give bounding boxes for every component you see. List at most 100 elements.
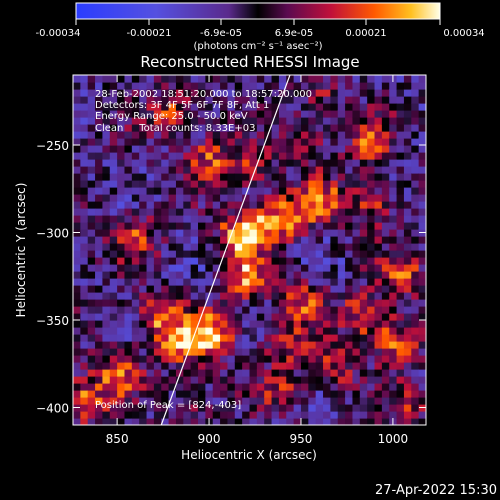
heatmap-cell (337, 383, 346, 391)
heatmap-cell (139, 159, 148, 167)
heatmap-cell (131, 348, 140, 356)
heatmap-cell (256, 145, 265, 153)
heatmap-cell (153, 243, 162, 251)
heatmap-cell (367, 82, 376, 90)
x-tick-label: 850 (106, 432, 129, 446)
heatmap-cell (242, 418, 251, 425)
heatmap-cell (168, 404, 177, 412)
heatmap-cell (278, 383, 287, 391)
heatmap-cell (220, 278, 229, 286)
heatmap-cell (374, 236, 383, 244)
heatmap-cell (168, 306, 177, 314)
heatmap-cell (345, 320, 354, 328)
heatmap-cell (220, 348, 229, 356)
heatmap-cell (131, 152, 140, 160)
heatmap-cell (220, 334, 229, 342)
heatmap-cell (337, 341, 346, 349)
heatmap-cell (300, 264, 309, 272)
heatmap-cell (293, 278, 302, 286)
heatmap-cell (109, 334, 118, 342)
heatmap-cell (131, 75, 140, 83)
heatmap-cell (153, 159, 162, 167)
heatmap-cell (109, 96, 118, 104)
heatmap-cell (234, 117, 243, 125)
heatmap-cell (242, 250, 251, 258)
heatmap-cell (308, 180, 317, 188)
heatmap-cell (220, 355, 229, 363)
heatmap-cell (198, 180, 206, 188)
heatmap-cell (234, 194, 243, 202)
heatmap-cell (190, 278, 199, 286)
heatmap-cell (227, 110, 236, 118)
heatmap-cell (286, 201, 295, 209)
heatmap-cell (403, 131, 412, 139)
heatmap-cell (117, 75, 126, 83)
heatmap-cell (337, 257, 346, 265)
heatmap-cell (153, 320, 162, 328)
heatmap-cell (286, 292, 295, 300)
heatmap-cell (315, 271, 324, 279)
heatmap-cell (315, 145, 324, 153)
heatmap-cell (403, 96, 412, 104)
heatmap-cell (212, 257, 221, 265)
heatmap-cell (374, 222, 383, 230)
heatmap-cell (293, 376, 302, 384)
heatmap-cell (256, 187, 265, 195)
heatmap-cell (278, 222, 287, 230)
heatmap-cell (323, 250, 331, 258)
heatmap-cell (205, 117, 214, 125)
heatmap-cell (411, 89, 420, 97)
heatmap-cell (300, 180, 309, 188)
heatmap-cell (278, 124, 287, 132)
heatmap-cell (168, 110, 177, 118)
heatmap-cell (411, 131, 420, 139)
heatmap-cell (271, 299, 280, 307)
heatmap-cell (367, 138, 376, 146)
heatmap-cell (367, 271, 376, 279)
heatmap-cell (183, 103, 192, 111)
heatmap-cell (175, 201, 184, 209)
heatmap-cell (345, 369, 354, 377)
heatmap-cell (278, 82, 287, 90)
heatmap-cell (146, 348, 155, 356)
heatmap-cell (315, 117, 324, 125)
heatmap-cell (153, 369, 162, 377)
heatmap-cell (131, 194, 140, 202)
heatmap-cell (389, 201, 398, 209)
heatmap-cell (308, 299, 317, 307)
heatmap-cell (87, 187, 96, 195)
heatmap-cell (109, 313, 118, 321)
heatmap-cell (411, 208, 420, 216)
heatmap-cell (352, 117, 361, 125)
heatmap-cell (352, 327, 361, 335)
heatmap-cell (242, 117, 251, 125)
heatmap-cell (308, 201, 317, 209)
heatmap-cell (278, 404, 287, 412)
heatmap-cell (139, 348, 148, 356)
heatmap-cell (183, 257, 192, 265)
heatmap-cell (352, 292, 361, 300)
heatmap-cell (168, 131, 177, 139)
heatmap-cell (139, 397, 148, 405)
heatmap-cell (102, 257, 111, 265)
heatmap-cell (212, 236, 221, 244)
heatmap-cell (153, 131, 162, 139)
heatmap-cell (117, 257, 126, 265)
heatmap-cell (161, 82, 170, 90)
heatmap-cell (411, 75, 420, 83)
heatmap-cell (374, 215, 383, 223)
heatmap-cell (124, 229, 133, 237)
heatmap-cell (161, 418, 170, 425)
heatmap-cell (264, 264, 273, 272)
heatmap-cell (345, 327, 354, 335)
heatmap-cell (139, 243, 148, 251)
heatmap-cell (323, 243, 331, 251)
heatmap-cell (293, 236, 302, 244)
heatmap-cell (330, 334, 339, 342)
heatmap-cell (190, 418, 199, 425)
heatmap-cell (367, 320, 376, 328)
heatmap-cell (175, 159, 184, 167)
heatmap-cell (337, 250, 346, 258)
heatmap-cell (359, 173, 368, 181)
heatmap-cell (153, 208, 162, 216)
